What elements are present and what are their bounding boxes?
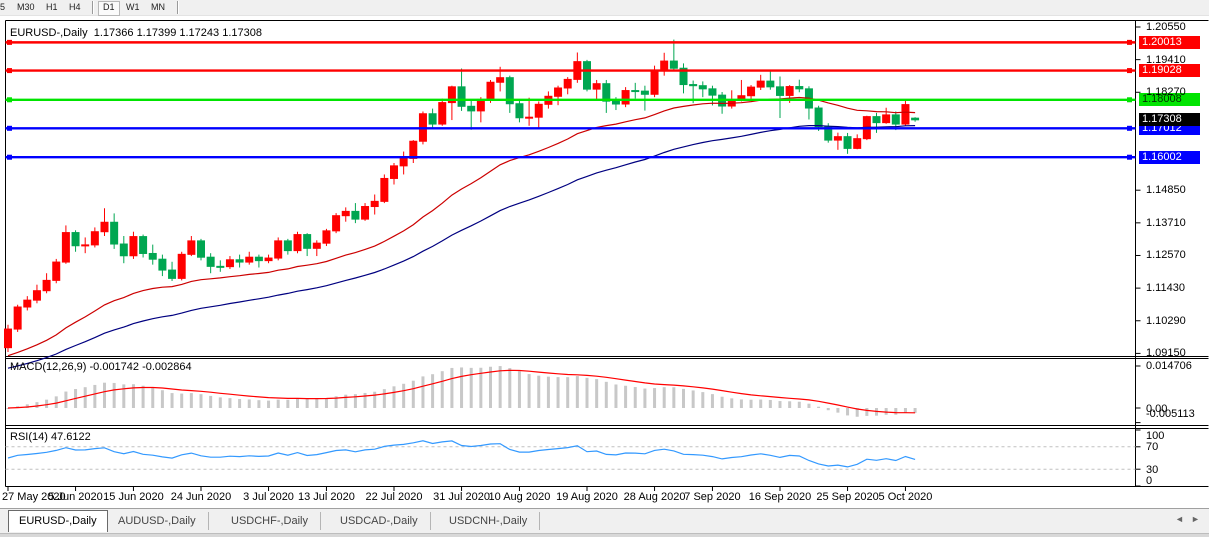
timeframe-m30-button[interactable]: M30 bbox=[17, 2, 35, 12]
rsi-line bbox=[7, 440, 916, 468]
timeframe-mn-button[interactable]: MN bbox=[151, 2, 165, 12]
macd-name: MACD(12,26,9) bbox=[10, 361, 87, 373]
tab-usdcad[interactable]: USDCAD-,Daily bbox=[328, 512, 431, 530]
macd-axis-label: -0.005113 bbox=[1146, 407, 1195, 420]
hline-handle bbox=[1127, 154, 1132, 160]
price-axis-label: 1.09150 bbox=[1146, 347, 1186, 360]
date-axis-label: 27 May 2020 bbox=[2, 491, 66, 503]
timeframe-toolbar: 5 M30 H1 H4 D1 W1 MN bbox=[0, 0, 1209, 16]
date-axis-label: 19 Aug 2020 bbox=[556, 491, 618, 503]
candles[interactable] bbox=[4, 39, 920, 352]
date-axis-label: 31 Jul 2020 bbox=[433, 491, 490, 503]
price-axis-label: 1.13710 bbox=[1146, 216, 1186, 229]
hline-handle bbox=[7, 125, 12, 131]
macd-signal-value: -0.002864 bbox=[142, 361, 192, 373]
hline-handle bbox=[7, 68, 12, 74]
chart-tab-bar: EURUSD-,Daily AUDUSD-,Daily USDCHF-,Dail… bbox=[0, 508, 1209, 537]
hline-badge-1.20013: 1.20013 bbox=[1139, 35, 1200, 49]
ma-slow-line bbox=[7, 124, 916, 369]
macd-indicator-label: MACD(12,26,9) -0.001742 -0.002864 bbox=[10, 361, 192, 373]
hline-handle bbox=[1127, 125, 1132, 131]
date-axis-label: 3 Jul 2020 bbox=[243, 491, 294, 503]
hline-badge-1.18008: 1.18008 bbox=[1139, 93, 1200, 107]
date-axis-label: 7 Sep 2020 bbox=[684, 491, 741, 503]
tab-scroll-right-icon[interactable]: ► bbox=[1191, 514, 1200, 524]
hline-1.20013[interactable] bbox=[5, 39, 1136, 45]
price-axis-label: 1.20550 bbox=[1146, 21, 1186, 33]
macd-signal-line bbox=[7, 369, 916, 414]
rsi-name: RSI(14) bbox=[10, 431, 48, 443]
macd-axis-label: 0.00 bbox=[1146, 402, 1168, 415]
date-axis-label: 25 Sep 2020 bbox=[816, 491, 879, 503]
timeframe-d1-button[interactable]: D1 bbox=[98, 1, 120, 16]
hline-handle bbox=[1127, 68, 1132, 74]
toolbar-separator bbox=[177, 1, 179, 14]
current-price-badge: 1.17308 bbox=[1139, 113, 1200, 127]
timeframe-h1-button[interactable]: H1 bbox=[46, 2, 58, 12]
price-axis-label: 1.14850 bbox=[1146, 184, 1186, 197]
macd-axis-label: 0.014706 bbox=[1146, 360, 1192, 373]
hline-handle bbox=[7, 154, 12, 160]
tab-eurusd[interactable]: EURUSD-,Daily bbox=[8, 510, 108, 532]
rsi-axis-label: 0 bbox=[1146, 474, 1153, 487]
toolbar-separator bbox=[92, 1, 94, 14]
tabbar-bottom-strip bbox=[0, 533, 1209, 537]
hline-handle bbox=[1127, 97, 1132, 103]
ma-fast-line bbox=[7, 96, 916, 357]
date-axis-label: 5 Oct 2020 bbox=[878, 491, 933, 503]
chart-title: EURUSD-,Daily 1.17366 1.17399 1.17243 1.… bbox=[10, 27, 262, 39]
hline-badge-1.16002: 1.16002 bbox=[1139, 150, 1200, 164]
chart-symbol-label: EURUSD-,Daily bbox=[10, 27, 88, 39]
timeframe-h4-button[interactable]: H4 bbox=[69, 2, 81, 12]
date-axis-label: 28 Aug 2020 bbox=[623, 491, 686, 503]
tab-scroll-left-icon[interactable]: ◄ bbox=[1175, 514, 1184, 524]
rsi-axis-label: 100 bbox=[1146, 429, 1165, 442]
date-axis-label: 13 Jul 2020 bbox=[297, 491, 355, 503]
hline-1.18008[interactable] bbox=[5, 97, 1136, 103]
date-axis-label: 10 Aug 2020 bbox=[488, 491, 551, 503]
hline-badge-1.19028: 1.19028 bbox=[1139, 64, 1200, 78]
timeframe-w1-button[interactable]: W1 bbox=[126, 2, 140, 12]
price-axis-label: 1.12570 bbox=[1146, 249, 1186, 262]
timeframe-m5-button[interactable]: 5 bbox=[0, 2, 6, 12]
rsi-axis-label: 30 bbox=[1146, 463, 1159, 476]
price-axis-label: 1.18270 bbox=[1146, 86, 1186, 99]
macd-main-value: -0.001742 bbox=[89, 361, 140, 373]
hline-handle bbox=[1127, 39, 1132, 45]
price-axis-label: 1.11430 bbox=[1146, 282, 1185, 295]
hline-handle bbox=[7, 39, 12, 45]
rsi-indicator-label: RSI(14) 47.6122 bbox=[10, 431, 91, 443]
price-axis-label: 1.19410 bbox=[1146, 53, 1186, 66]
hline-1.16002[interactable] bbox=[5, 154, 1136, 160]
hline-handle bbox=[7, 97, 12, 103]
date-axis-label: 15 Jun 2020 bbox=[103, 491, 164, 503]
tab-usdcnh[interactable]: USDCNH-,Daily bbox=[437, 512, 541, 530]
macd-histogram bbox=[6, 366, 917, 417]
chart-ohlc-values: 1.17366 1.17399 1.17243 1.17308 bbox=[93, 27, 262, 39]
price-axis-label: 1.10290 bbox=[1146, 314, 1186, 327]
date-axis-label: 5 Jun 2020 bbox=[48, 491, 103, 503]
tab-usdchf[interactable]: USDCHF-,Daily bbox=[219, 512, 321, 530]
date-axis-label: 16 Sep 2020 bbox=[748, 491, 812, 503]
hline-1.19028[interactable] bbox=[5, 68, 1136, 74]
rsi-axis-label: 70 bbox=[1146, 441, 1159, 454]
rsi-value: 47.6122 bbox=[50, 431, 91, 443]
date-axis-label: 22 Jul 2020 bbox=[365, 491, 423, 503]
tab-audusd[interactable]: AUDUSD-,Daily bbox=[106, 512, 209, 530]
date-axis-label: 24 Jun 2020 bbox=[170, 491, 232, 503]
hline-1.17012[interactable] bbox=[5, 125, 1136, 131]
